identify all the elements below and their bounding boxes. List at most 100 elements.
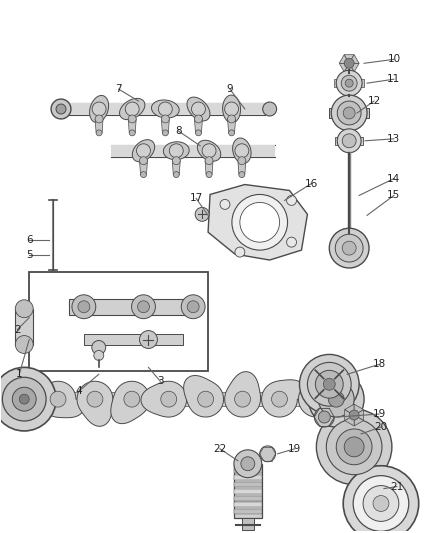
- Circle shape: [363, 486, 399, 521]
- Text: 8: 8: [175, 126, 182, 136]
- Circle shape: [195, 130, 201, 136]
- Circle shape: [92, 102, 106, 116]
- Polygon shape: [354, 409, 364, 421]
- Circle shape: [272, 391, 287, 407]
- Circle shape: [161, 391, 177, 407]
- Circle shape: [341, 75, 357, 91]
- Circle shape: [140, 157, 148, 165]
- Polygon shape: [40, 381, 85, 418]
- Polygon shape: [354, 404, 364, 415]
- Polygon shape: [172, 160, 180, 175]
- Circle shape: [95, 115, 103, 123]
- Bar: [56, 392, 319, 406]
- Circle shape: [220, 199, 230, 209]
- Polygon shape: [223, 95, 240, 123]
- Circle shape: [140, 330, 157, 349]
- Polygon shape: [354, 415, 364, 426]
- Circle shape: [194, 115, 202, 123]
- Circle shape: [15, 300, 33, 318]
- Polygon shape: [349, 55, 359, 63]
- Polygon shape: [299, 381, 341, 417]
- Circle shape: [315, 370, 343, 398]
- Circle shape: [240, 203, 279, 242]
- Text: 2: 2: [14, 325, 21, 335]
- Circle shape: [232, 195, 288, 250]
- Circle shape: [239, 172, 245, 177]
- Circle shape: [15, 336, 33, 353]
- Polygon shape: [69, 299, 188, 314]
- Circle shape: [19, 394, 29, 404]
- Circle shape: [94, 351, 104, 360]
- Circle shape: [336, 70, 362, 96]
- Circle shape: [124, 391, 140, 407]
- Circle shape: [161, 115, 170, 123]
- Text: 5: 5: [26, 250, 32, 260]
- Polygon shape: [238, 160, 246, 175]
- Text: 21: 21: [390, 482, 403, 491]
- Text: 13: 13: [387, 134, 400, 144]
- Circle shape: [344, 437, 364, 457]
- Polygon shape: [225, 372, 261, 417]
- Circle shape: [235, 391, 251, 407]
- Circle shape: [131, 295, 155, 319]
- Bar: [15, 309, 33, 344]
- Circle shape: [141, 172, 146, 177]
- Bar: [234, 489, 262, 494]
- Circle shape: [162, 130, 168, 136]
- Circle shape: [235, 247, 245, 257]
- Circle shape: [195, 207, 209, 221]
- Polygon shape: [152, 100, 179, 118]
- Circle shape: [234, 450, 262, 478]
- Polygon shape: [95, 119, 103, 133]
- Bar: [335, 137, 363, 145]
- Polygon shape: [339, 55, 349, 63]
- Bar: [234, 503, 262, 507]
- Circle shape: [286, 196, 297, 205]
- Text: 4: 4: [76, 386, 82, 396]
- Circle shape: [173, 172, 179, 177]
- Circle shape: [72, 295, 96, 319]
- Circle shape: [56, 104, 66, 114]
- Text: 6: 6: [26, 235, 32, 245]
- Polygon shape: [132, 140, 155, 162]
- Circle shape: [125, 102, 139, 116]
- Bar: [234, 510, 262, 514]
- Bar: [66, 103, 265, 115]
- Circle shape: [318, 411, 330, 423]
- Polygon shape: [111, 381, 150, 424]
- Circle shape: [187, 301, 199, 313]
- Text: 20: 20: [374, 422, 388, 432]
- Polygon shape: [90, 95, 109, 123]
- Circle shape: [198, 391, 214, 407]
- Bar: [234, 482, 262, 487]
- Polygon shape: [187, 97, 210, 121]
- Bar: [329, 108, 369, 118]
- Polygon shape: [77, 381, 113, 426]
- Polygon shape: [345, 404, 354, 415]
- Polygon shape: [208, 184, 307, 260]
- Circle shape: [318, 381, 354, 417]
- Circle shape: [307, 362, 351, 406]
- Circle shape: [159, 102, 172, 116]
- Polygon shape: [344, 55, 354, 63]
- Text: 9: 9: [226, 84, 233, 94]
- Text: 18: 18: [372, 359, 385, 369]
- Circle shape: [308, 372, 364, 427]
- Text: 12: 12: [367, 96, 381, 106]
- Text: 22: 22: [213, 444, 226, 454]
- Circle shape: [50, 391, 66, 407]
- Circle shape: [137, 144, 150, 158]
- Circle shape: [263, 102, 277, 116]
- Circle shape: [353, 475, 409, 531]
- Circle shape: [87, 391, 103, 407]
- Circle shape: [326, 419, 382, 475]
- Circle shape: [373, 496, 389, 512]
- Polygon shape: [345, 415, 354, 426]
- Text: 7: 7: [115, 84, 122, 94]
- Circle shape: [349, 410, 359, 420]
- Polygon shape: [194, 119, 202, 133]
- Polygon shape: [205, 160, 213, 175]
- Bar: [242, 519, 254, 530]
- Circle shape: [241, 457, 255, 471]
- Text: 15: 15: [387, 190, 400, 200]
